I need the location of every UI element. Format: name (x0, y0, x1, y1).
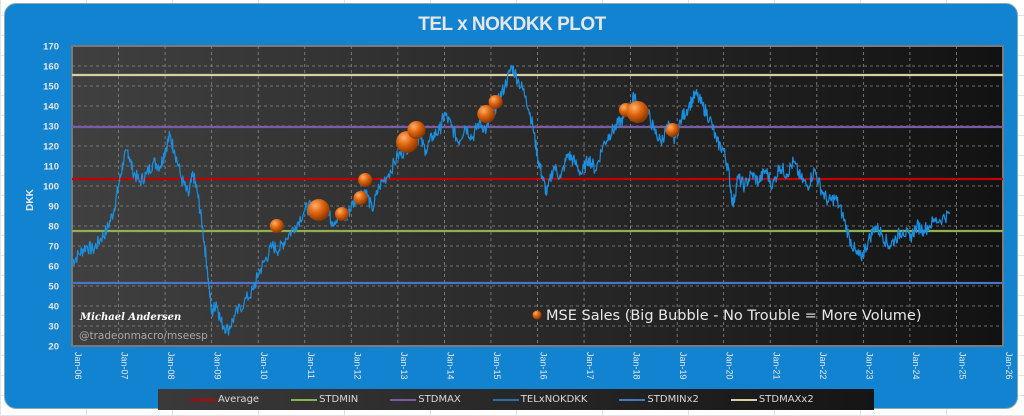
x-tick-label: Jan-06 (73, 352, 83, 380)
y-tick-label: 60 (48, 262, 59, 273)
y-tick-label: 30 (48, 322, 59, 333)
x-tick-label: Jan-23 (864, 352, 874, 380)
y-tick-label: 130 (43, 122, 59, 133)
x-tick-label: Jan-09 (213, 352, 223, 380)
x-tick-label: Jan-26 (1004, 352, 1014, 380)
mse-sale-bubble (626, 101, 649, 123)
legend-label: Average (218, 394, 260, 405)
legend-swatch (730, 398, 757, 401)
x-tick-label: Jan-24 (911, 352, 921, 380)
mse-sale-bubble (407, 121, 426, 139)
legend-label: STDMAX (418, 394, 461, 405)
author-annotation: Michael Andersen (79, 312, 181, 323)
bubble-legend-icon (532, 310, 542, 320)
y-tick-label: 100 (43, 182, 59, 193)
y-tick-label: 170 (43, 42, 59, 53)
x-tick-label: Jan-18 (632, 352, 642, 380)
x-tick-label: Jan-14 (445, 352, 455, 380)
x-tick-label: Jan-21 (771, 352, 781, 380)
gridlines (72, 46, 1003, 346)
legend-item-stdmin: STDMIN (291, 394, 358, 405)
mse-sale-bubble (358, 173, 373, 187)
x-tick-label: Jan-15 (492, 352, 502, 380)
y-tick-label: 80 (48, 222, 59, 233)
legend-label: STDMINx2 (647, 394, 699, 405)
y-tick-label: 50 (48, 282, 59, 293)
y-tick-label: 110 (44, 162, 59, 173)
legend-swatch (390, 398, 417, 401)
legend-label: STDMIN (319, 394, 359, 405)
legend-swatch (291, 398, 318, 401)
legend-item-stdminx2: STDMINx2 (619, 394, 699, 405)
y-tick-label: 150 (43, 82, 59, 93)
legend-item-stdmax: STDMAX (390, 394, 461, 405)
x-axis-ticks: Jan-06 Jan-07 Jan-08 Jan-09 Jan-10 Jan-11 Jan-… (73, 352, 1014, 380)
x-tick-label: Jan-20 (725, 352, 735, 380)
bubbles-layer (269, 95, 680, 233)
mse-sale-bubble (353, 191, 368, 205)
legend-swatch (619, 398, 646, 401)
series-layer (71, 64, 951, 336)
x-tick-label: Jan-12 (352, 352, 362, 380)
x-tick-label: Jan-16 (539, 352, 549, 380)
mse-sale-bubble (307, 199, 330, 221)
y-tick-label: 140 (43, 102, 59, 113)
mse-sale-bubble (269, 219, 284, 233)
y-tick-label: 120 (43, 142, 59, 153)
y-tick-label: 160 (43, 62, 59, 73)
x-tick-label: Jan-11 (306, 352, 316, 379)
y-tick-label: 90 (48, 202, 59, 213)
legend-item-average: Average (190, 394, 259, 405)
y-tick-label: 40 (48, 302, 59, 313)
x-tick-label: Jan-19 (678, 352, 688, 380)
chart-title: TEL x NOKDKK PLOT (418, 14, 606, 35)
x-tick-label: Jan-22 (818, 352, 828, 380)
mse-sale-bubble (477, 105, 496, 123)
legend-item-stdmaxx2: STDMAXx2 (730, 394, 814, 405)
y-tick-label: 20 (48, 342, 59, 353)
series-line-telxnokdkk (71, 64, 951, 336)
x-tick-label: Jan-08 (166, 352, 176, 380)
y-axis-ticks: 20 30 40 50 60 70 80 90 100 110 120 130 140 150 160 170 (43, 42, 59, 353)
mse-sale-bubble (334, 207, 349, 221)
y-axis-label: DKK (25, 188, 36, 210)
x-tick-label: Jan-07 (120, 352, 130, 380)
legend-item-telxnokdkk: TELxNOKDKK (492, 394, 588, 405)
legend-swatch (492, 398, 519, 401)
legend-label: STDMAXx2 (758, 394, 814, 405)
bubble-note: MSE Sales (Big Bubble - No Trouble = Mor… (546, 308, 922, 324)
y-tick-label: 70 (48, 242, 59, 253)
handle-annotation: @tradeonmacro/mseesp (79, 330, 208, 342)
mse-sale-bubble (665, 123, 680, 137)
x-tick-label: Jan-10 (259, 352, 269, 380)
x-tick-label: Jan-17 (585, 352, 595, 380)
legend: Average STDMIN STDMAX TELxNOKDKK STDMINx2 STD… (158, 389, 874, 410)
x-tick-label: Jan-13 (399, 352, 409, 380)
mse-sale-bubble (488, 95, 503, 109)
x-tick-label: Jan-25 (957, 352, 967, 380)
legend-label: TELxNOKDKK (520, 394, 588, 405)
legend-swatch (190, 398, 216, 401)
